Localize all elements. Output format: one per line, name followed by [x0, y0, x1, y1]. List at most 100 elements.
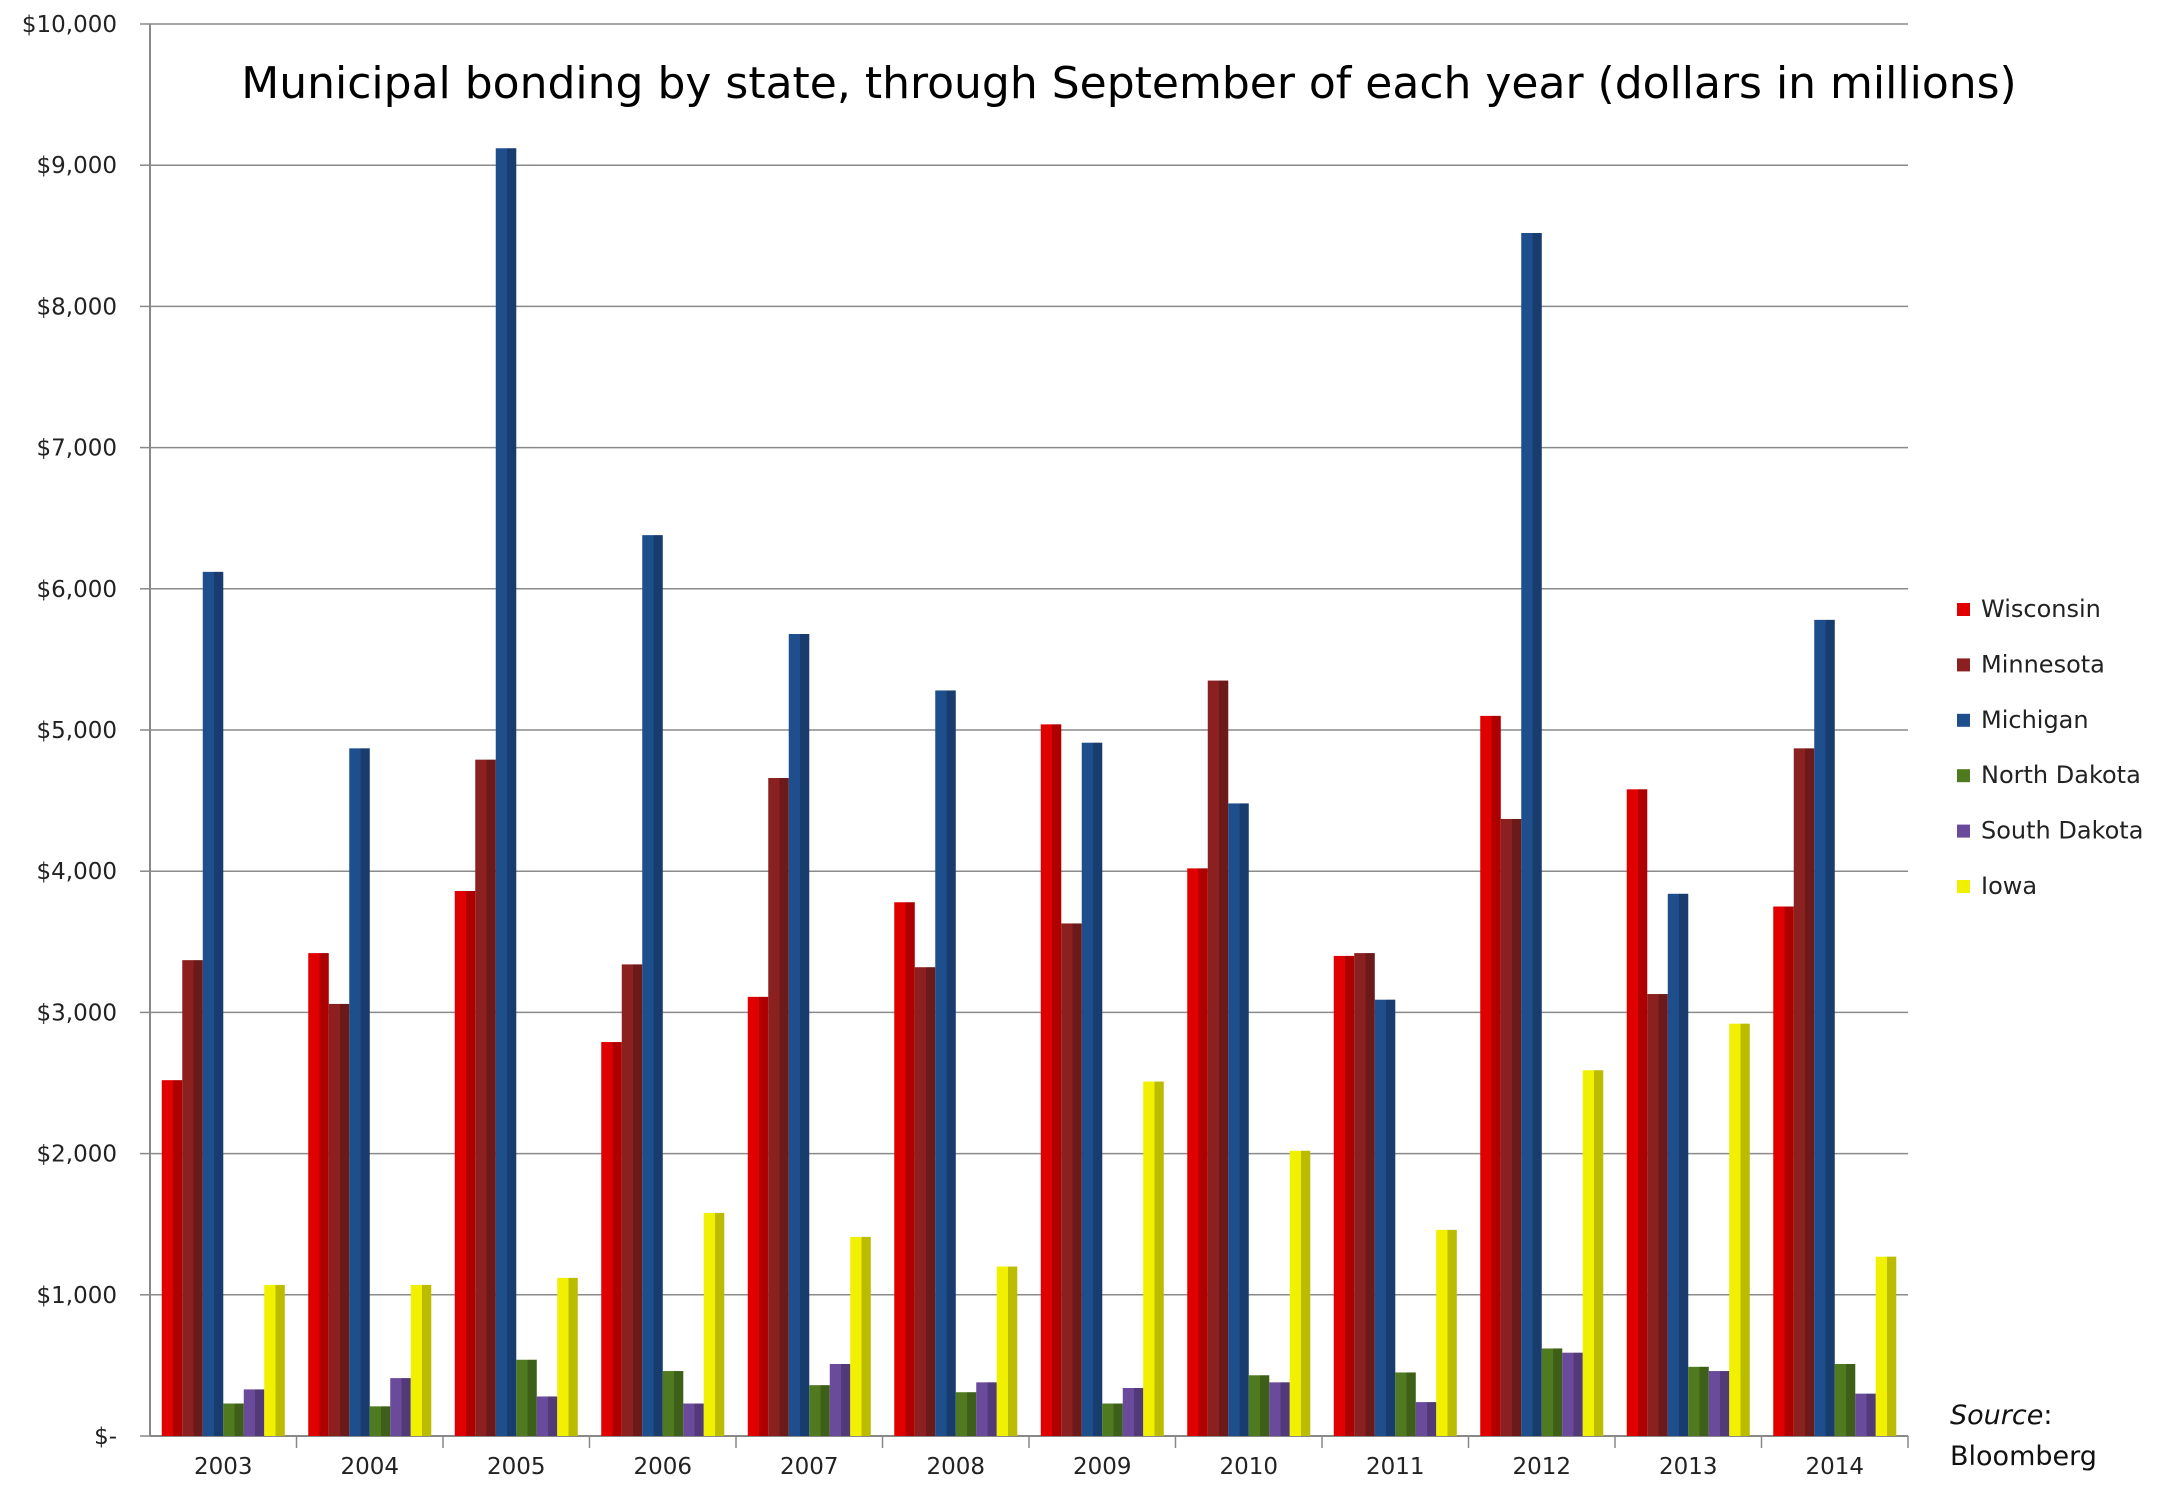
bar-iowa-2011: [1436, 1229, 1457, 1436]
bar-shade: [861, 1236, 871, 1436]
bar-wisconsin-2007: [747, 996, 769, 1436]
bar-north-dakota-2007: [809, 1385, 830, 1436]
bar-iowa-2012: [1582, 1070, 1604, 1436]
bar-shade: [1008, 1266, 1018, 1436]
bar-iowa-2009: [1143, 1081, 1164, 1436]
bar-minnesota-2007: [768, 778, 789, 1436]
bar-shade: [173, 1080, 183, 1436]
bar-shade: [694, 1403, 704, 1436]
bar-shade: [466, 890, 476, 1436]
bar-shade: [1386, 999, 1396, 1436]
bar-north-dakota-2011: [1395, 1372, 1416, 1436]
bar-michigan-2013: [1667, 893, 1689, 1436]
x-tick-label: 2012: [1512, 1454, 1571, 1480]
bar-minnesota-2012: [1500, 818, 1522, 1436]
legend-swatch: [1957, 658, 1970, 672]
legend-swatch: [1957, 824, 1970, 838]
bar-north-dakota-2004: [369, 1406, 391, 1436]
bar-south-dakota-2013: [1708, 1371, 1730, 1436]
bar-michigan-2014: [1814, 619, 1835, 1436]
bar-shade: [987, 1382, 997, 1436]
bar-shade: [1134, 1387, 1144, 1436]
bar-north-dakota-2013: [1688, 1366, 1709, 1436]
bar-iowa-2014: [1875, 1256, 1897, 1436]
bar-shade: [800, 633, 810, 1436]
bar-iowa-2003: [264, 1284, 285, 1436]
bar-shade: [820, 1385, 830, 1436]
x-tick-label: 2003: [194, 1454, 253, 1480]
bar-shade: [1219, 680, 1229, 1436]
bar-shade: [653, 535, 663, 1436]
bar-shade: [759, 996, 769, 1436]
legend: Wisconsin Minnesota Michigan North Dakota So…: [1957, 595, 2143, 900]
bar-michigan-2008: [935, 690, 956, 1436]
bar-north-dakota-2005: [516, 1359, 537, 1436]
bar-wisconsin-2013: [1626, 789, 1648, 1436]
bar-shade: [401, 1378, 411, 1436]
y-tick-label: $1,000: [37, 1283, 117, 1309]
legend-swatch: [1957, 713, 1970, 727]
bar-shade: [905, 902, 915, 1436]
bar-shade: [1825, 619, 1835, 1436]
bar-minnesota-2003: [182, 960, 203, 1436]
legend-swatch: [1957, 603, 1970, 616]
y-tick-label: $6,000: [37, 577, 117, 603]
bar-shade: [1805, 748, 1815, 1436]
bar-south-dakota-2003: [243, 1389, 265, 1436]
bar-iowa-2007: [850, 1236, 871, 1436]
bar-shade: [1427, 1402, 1437, 1436]
y-tick-label: $9,000: [37, 153, 117, 179]
bar-wisconsin-2004: [308, 953, 329, 1436]
bar-shade: [612, 1042, 622, 1436]
bar-shade: [548, 1396, 558, 1436]
bar-south-dakota-2005: [536, 1396, 558, 1436]
bar-north-dakota-2006: [662, 1371, 684, 1436]
bar-michigan-2010: [1228, 803, 1249, 1436]
bar-iowa-2005: [557, 1277, 578, 1436]
bar-shade: [255, 1389, 265, 1436]
bar-shade: [193, 960, 203, 1436]
bar-minnesota-2013: [1647, 994, 1668, 1436]
x-tick-label: 2004: [340, 1454, 399, 1480]
source-note: Source:: [1950, 1400, 2052, 1431]
bar-minnesota-2010: [1207, 680, 1229, 1436]
legend-label: Michigan: [1981, 706, 2089, 734]
bar-wisconsin-2008: [894, 902, 915, 1436]
bar-minnesota-2008: [914, 967, 936, 1436]
x-tick-label: 2006: [633, 1454, 692, 1480]
bar-wisconsin-2014: [1773, 906, 1794, 1436]
bar-shade: [1784, 906, 1794, 1436]
y-axis-ticks: $- $1,000 $2,000 $3,000 $4,000 $5,000 $6,000 $7…: [22, 12, 151, 1450]
bar-shade: [1072, 923, 1082, 1436]
x-tick-label: 2013: [1659, 1454, 1718, 1480]
bar-shade: [1491, 715, 1501, 1436]
bar-shade: [360, 748, 370, 1436]
x-tick-label: 2005: [487, 1454, 546, 1480]
bar-shade: [1638, 789, 1648, 1436]
x-tick-label: 2007: [780, 1454, 839, 1480]
bar-shade: [1532, 232, 1542, 1437]
bar-shade: [1345, 955, 1355, 1436]
bar-shade: [340, 1003, 350, 1436]
bar-shade: [1280, 1382, 1290, 1436]
bar-wisconsin-2011: [1333, 955, 1355, 1436]
bar-shade: [568, 1277, 578, 1436]
legend-swatch: [1957, 880, 1970, 893]
bar-iowa-2006: [703, 1212, 725, 1436]
bar-shade: [967, 1392, 977, 1436]
bar-south-dakota-2007: [829, 1363, 851, 1436]
bar-shade: [1866, 1393, 1876, 1436]
bar-north-dakota-2009: [1102, 1403, 1123, 1436]
bar-wisconsin-2006: [601, 1042, 622, 1436]
bar-shade: [1301, 1150, 1311, 1436]
legend-label: Iowa: [1981, 872, 2037, 900]
y-tick-label: $8,000: [37, 294, 117, 320]
bar-shade: [1365, 953, 1375, 1436]
bar-shade: [1594, 1070, 1604, 1436]
bar-shade: [275, 1284, 285, 1436]
bar-shade: [319, 953, 329, 1436]
y-tick-label: $4,000: [37, 859, 117, 885]
bar-shade: [1887, 1256, 1897, 1436]
bar-shade: [841, 1363, 851, 1436]
